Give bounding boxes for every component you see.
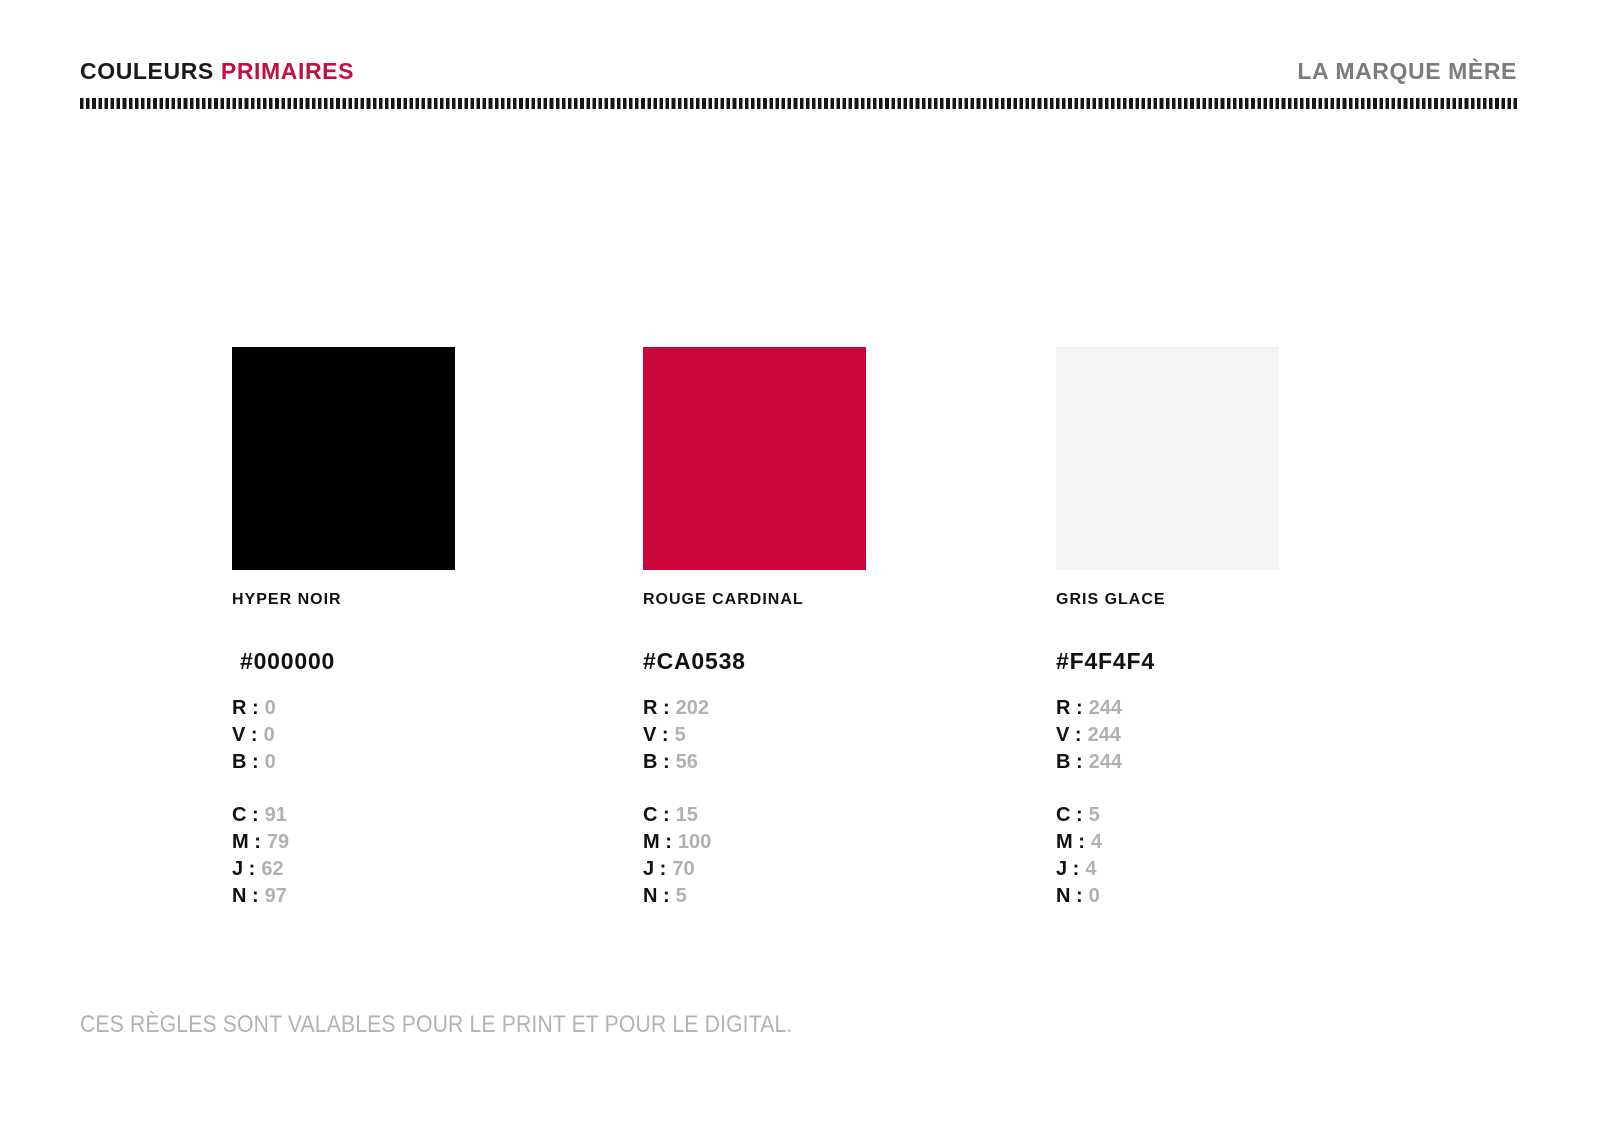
value-line: M :79	[232, 829, 455, 856]
value-key: M :	[1056, 831, 1085, 853]
value-key: N :	[1056, 885, 1083, 907]
value-line: C :5	[1056, 802, 1279, 829]
value-line: M :4	[1056, 829, 1279, 856]
color-hex: #F4F4F4	[1056, 648, 1155, 674]
header: COULEURS PRIMAIRES LA MARQUE MÈRE	[80, 58, 1517, 109]
page-title: COULEURS PRIMAIRES	[80, 58, 354, 85]
value-key: V :	[1056, 724, 1082, 746]
color-hex: #000000	[240, 648, 336, 674]
value-line: J :62	[232, 856, 455, 883]
value-number: 0	[1088, 885, 1100, 907]
value-line: R :0	[232, 695, 455, 722]
value-key: B :	[232, 751, 259, 773]
value-number: 244	[1088, 751, 1123, 773]
value-key: C :	[643, 804, 670, 826]
value-line: R :202	[643, 695, 866, 722]
swatch-column-rouge-cardinal: ROUGE CARDINAL #CA0538 R :202 V :5 B :56…	[643, 347, 866, 910]
value-line: V :5	[643, 722, 866, 749]
color-name: ROUGE CARDINAL	[643, 591, 804, 608]
value-key: J :	[232, 858, 256, 880]
value-key: R :	[232, 697, 259, 719]
value-line: R :244	[1056, 695, 1279, 722]
value-line: B :56	[643, 749, 866, 776]
value-key: N :	[232, 885, 259, 907]
value-key: C :	[1056, 804, 1083, 826]
value-line: B :0	[232, 749, 455, 776]
value-key: N :	[643, 885, 670, 907]
cmyk-values: C :5 M :4 J :4 N :0	[1056, 802, 1279, 910]
value-number: 244	[1087, 724, 1121, 746]
value-number: 97	[264, 885, 287, 907]
value-key: B :	[643, 751, 670, 773]
value-key: J :	[1056, 858, 1080, 880]
value-key: B :	[1056, 751, 1083, 773]
value-key: C :	[232, 804, 259, 826]
value-number: 4	[1090, 831, 1103, 853]
color-swatch	[1056, 347, 1279, 570]
color-swatch	[643, 347, 866, 570]
header-title-row: COULEURS PRIMAIRES LA MARQUE MÈRE	[80, 58, 1517, 85]
value-line: N :5	[643, 883, 866, 910]
value-key: V :	[643, 724, 669, 746]
swatch-column-gris-glace: GRIS GLACE #F4F4F4 R :244 V :244 B :244 …	[1056, 347, 1279, 910]
value-number: 56	[675, 751, 698, 773]
value-line: B :244	[1056, 749, 1279, 776]
value-number: 0	[264, 751, 276, 773]
cmyk-values: C :91 M :79 J :62 N :97	[232, 802, 455, 910]
footer-note: CES RÈGLES SONT VALABLES POUR LE PRINT E…	[80, 1011, 793, 1038]
value-line: V :0	[232, 722, 455, 749]
value-key: R :	[643, 697, 670, 719]
page-title-accent: PRIMAIRES	[220, 58, 355, 84]
value-number: 62	[261, 858, 284, 880]
page-title-primary: COULEURS	[80, 58, 214, 84]
value-line: N :0	[1056, 883, 1279, 910]
color-hex: #CA0538	[643, 648, 746, 674]
value-line: J :70	[643, 856, 866, 883]
value-line: M :100	[643, 829, 866, 856]
value-line: J :4	[1056, 856, 1279, 883]
swatch-column-hyper-noir: HYPER NOIR #000000 R :0 V :0 B :0 C :91 …	[232, 347, 455, 910]
value-line: C :15	[643, 802, 866, 829]
value-key: J :	[643, 858, 667, 880]
color-swatch	[232, 347, 455, 570]
value-key: R :	[1056, 697, 1083, 719]
rgb-values: R :244 V :244 B :244	[1056, 695, 1279, 776]
cmyk-values: C :15 M :100 J :70 N :5	[643, 802, 866, 910]
value-key: M :	[643, 831, 672, 853]
value-number: 15	[675, 804, 698, 826]
value-number: 91	[264, 804, 287, 826]
value-number: 70	[672, 858, 695, 880]
value-key: M :	[232, 831, 261, 853]
value-number: 5	[674, 724, 686, 746]
value-number: 4	[1085, 858, 1097, 880]
value-number: 5	[675, 885, 687, 907]
brand-name: LA MARQUE MÈRE	[1297, 58, 1517, 84]
value-number: 244	[1088, 697, 1123, 719]
value-line: C :91	[232, 802, 455, 829]
value-number: 0	[263, 724, 275, 746]
value-line: N :97	[232, 883, 455, 910]
value-line: V :244	[1056, 722, 1279, 749]
color-name: GRIS GLACE	[1056, 591, 1166, 608]
dashed-divider	[80, 98, 1517, 109]
rgb-values: R :0 V :0 B :0	[232, 695, 455, 776]
value-number: 100	[677, 831, 712, 853]
rgb-values: R :202 V :5 B :56	[643, 695, 866, 776]
color-name: HYPER NOIR	[232, 591, 342, 608]
value-number: 0	[264, 697, 276, 719]
value-key: V :	[232, 724, 258, 746]
value-number: 5	[1088, 804, 1100, 826]
value-number: 202	[675, 697, 710, 719]
value-number: 79	[266, 831, 290, 853]
